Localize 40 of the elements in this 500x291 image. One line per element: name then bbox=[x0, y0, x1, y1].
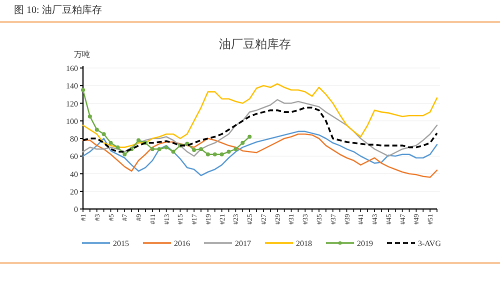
chart-subtitle: 油厂豆粕库存 bbox=[219, 37, 291, 51]
chart-title: 图 10: 油厂豆粕库存 bbox=[14, 4, 102, 16]
point bbox=[240, 140, 245, 145]
y-axis-title: 万吨 bbox=[74, 50, 90, 59]
point bbox=[206, 152, 210, 156]
y-tick-label: 80 bbox=[70, 134, 78, 144]
legend-label: 3-AVG bbox=[418, 239, 442, 248]
point bbox=[88, 114, 92, 118]
point bbox=[185, 142, 190, 146]
y-tick-label: 60 bbox=[70, 152, 78, 162]
y-tick-label: 140 bbox=[66, 82, 78, 91]
legend-label: 2019 bbox=[357, 239, 373, 248]
legend-label: 2016 bbox=[174, 239, 190, 248]
point bbox=[212, 152, 217, 156]
y-tick-label: 0 bbox=[74, 205, 78, 214]
point bbox=[234, 147, 238, 152]
point bbox=[102, 132, 106, 136]
point bbox=[164, 145, 168, 150]
point bbox=[150, 147, 154, 152]
legend-label: 2018 bbox=[296, 239, 312, 248]
y-tick-label: 20 bbox=[70, 187, 78, 196]
point bbox=[220, 152, 224, 156]
point bbox=[94, 128, 99, 132]
point bbox=[108, 140, 113, 145]
point bbox=[192, 148, 196, 152]
point bbox=[199, 147, 203, 152]
legend-label: 2015 bbox=[113, 239, 129, 248]
y-tick-label: 160 bbox=[66, 64, 78, 73]
y-tick-label: 40 bbox=[70, 170, 78, 179]
legend-label: 2017 bbox=[235, 239, 251, 248]
point bbox=[171, 150, 176, 154]
point bbox=[226, 150, 231, 154]
point bbox=[136, 138, 141, 142]
y-tick-label: 120 bbox=[66, 99, 78, 108]
point bbox=[122, 152, 127, 156]
point bbox=[81, 88, 85, 92]
point bbox=[157, 147, 162, 152]
y-tick-label: 100 bbox=[66, 116, 78, 126]
point bbox=[116, 145, 120, 150]
point bbox=[248, 134, 252, 139]
